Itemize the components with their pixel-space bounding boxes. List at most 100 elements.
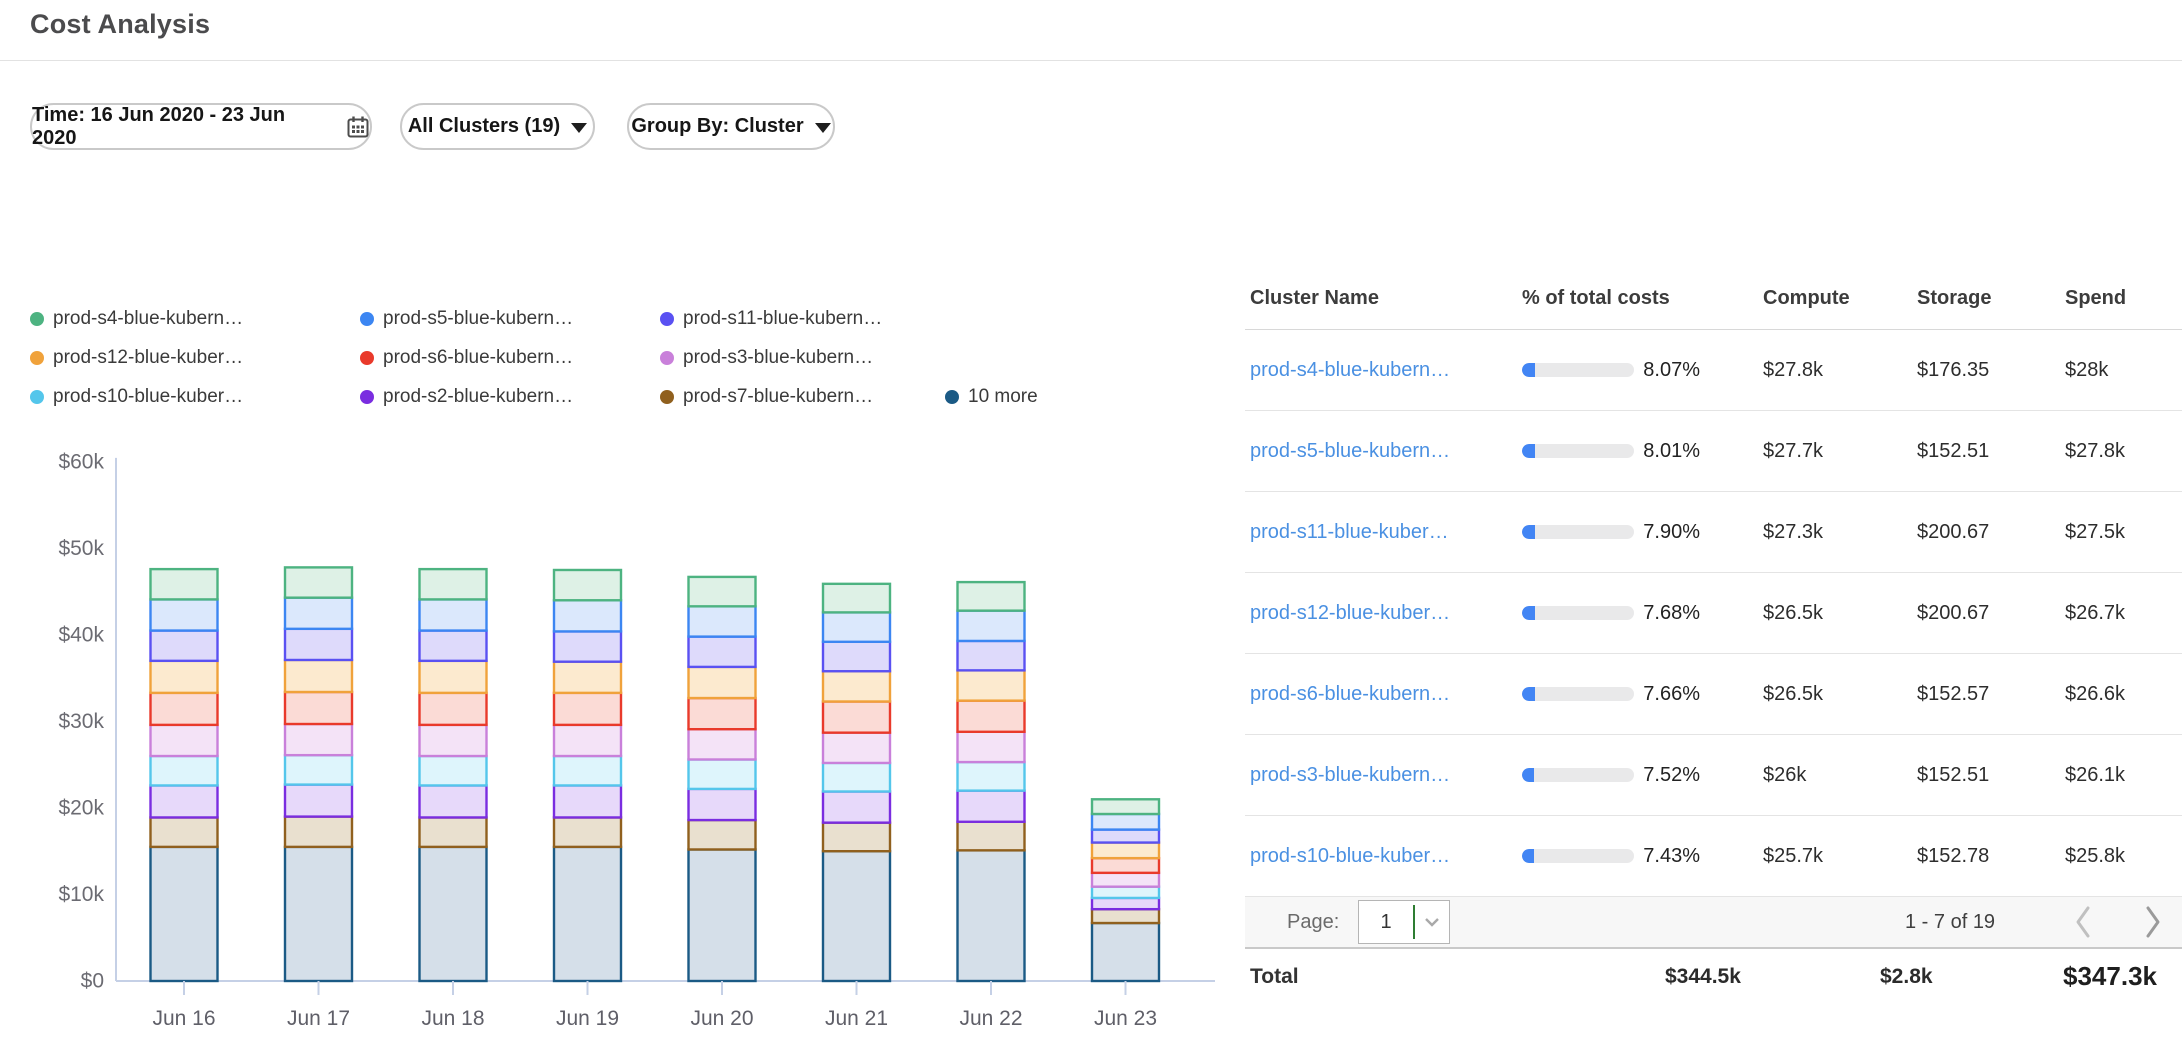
legend-item[interactable]: prod-s2-blue-kubern… [360, 386, 660, 408]
bar-segment [821, 850, 892, 983]
table-row: prod-s6-blue-kubern… 7.66% $26.5k $152.57 $2… [1245, 654, 2182, 735]
header-divider [0, 60, 2182, 61]
spend-value: $26.6k [2065, 682, 2126, 705]
clusters-filter-dropdown[interactable]: All Clusters (19) [400, 103, 595, 150]
legend-color-dot [30, 389, 44, 404]
legend-label: prod-s10-blue-kuber… [53, 385, 244, 407]
spend-value: $26.1k [2065, 763, 2126, 786]
bar-segment [1090, 871, 1161, 888]
legend-label: prod-s12-blue-kuber… [53, 346, 244, 368]
bar-segment [552, 845, 623, 983]
next-page-button[interactable] [2135, 904, 2171, 940]
total-divider [1245, 947, 2182, 949]
y-axis-tick-label: $40k [58, 623, 104, 646]
bar-segment [687, 758, 757, 791]
bar-segment [1090, 812, 1161, 831]
bar-jun-23[interactable] [1090, 798, 1161, 983]
bar-segment [552, 691, 623, 727]
table-row: prod-s5-blue-kubern… 8.01% $27.7k $152.51 $2… [1245, 411, 2182, 492]
bar-segment [956, 639, 1026, 672]
percent-progress-track [1522, 849, 1634, 863]
bar-segment [687, 818, 757, 851]
bar-jun-19[interactable] [552, 568, 623, 983]
bar-segment [687, 727, 757, 761]
bar-segment [418, 629, 488, 663]
bar-jun-17[interactable] [283, 566, 354, 983]
legend-item[interactable]: prod-s6-blue-kubern… [360, 347, 660, 369]
legend-item[interactable]: prod-s5-blue-kubern… [360, 308, 660, 330]
cluster-name-link[interactable]: prod-s10-blue-kuber… [1250, 844, 1451, 867]
bar-jun-18[interactable] [418, 567, 488, 983]
x-axis-tick-label: Jun 17 [287, 1007, 350, 1030]
table-row: prod-s10-blue-kuber… 7.43% $25.7k $152.78 $2… [1245, 816, 2182, 897]
bar-segment [149, 598, 219, 632]
storage-value: $200.67 [1917, 520, 1990, 543]
bar-segment [283, 722, 354, 757]
bar-segment [283, 845, 354, 983]
legend-label: prod-s3-blue-kubern… [683, 346, 874, 368]
bar-segment [956, 669, 1026, 702]
legend-item[interactable]: prod-s11-blue-kubern… [660, 308, 945, 330]
bar-segment [687, 575, 757, 608]
bar-segment [1090, 921, 1161, 983]
table-row: prod-s3-blue-kubern… 7.52% $26k $152.51 $26.… [1245, 735, 2182, 816]
bar-segment [821, 761, 892, 793]
page-select-cursor [1413, 905, 1415, 939]
cluster-name-link[interactable]: prod-s12-blue-kuber… [1250, 601, 1451, 624]
page-title: Cost Analysis [30, 9, 211, 39]
legend-item[interactable]: prod-s12-blue-kuber… [30, 347, 360, 369]
percent-value: 7.68% [1643, 601, 1700, 624]
group-by-dropdown[interactable]: Group By: Cluster [627, 103, 835, 150]
cluster-name-link[interactable]: prod-s4-blue-kubern… [1250, 358, 1451, 381]
pagination-range: 1 - 7 of 19 [1905, 910, 1996, 933]
previous-page-button[interactable] [2065, 904, 2101, 940]
total-row: Total $344.5k $2.8k $347.3k [1245, 949, 2182, 1007]
cluster-name-link[interactable]: prod-s11-blue-kuber… [1250, 520, 1449, 543]
legend-row: prod-s4-blue-kubern… prod-s5-blue-kubern…… [30, 299, 1210, 338]
legend-item[interactable]: prod-s3-blue-kubern… [660, 347, 945, 369]
cluster-name-link[interactable]: prod-s6-blue-kubern… [1250, 682, 1451, 705]
percent-cell: 7.68% [1515, 602, 1700, 625]
legend-color-dot [360, 389, 374, 404]
legend-item[interactable]: prod-s10-blue-kuber… [30, 386, 360, 408]
x-axis-tick-label: Jun 16 [152, 1007, 215, 1030]
bar-jun-16[interactable] [149, 567, 219, 983]
legend-item[interactable]: 10 more [945, 386, 1038, 408]
legend-label: prod-s7-blue-kubern… [683, 385, 874, 407]
y-axis-tick-label: $10k [58, 883, 104, 906]
storage-value: $152.51 [1917, 439, 1990, 462]
bar-segment [552, 784, 623, 819]
page-select[interactable]: 1 [1358, 900, 1450, 944]
bar-jun-22[interactable] [956, 580, 1026, 983]
cluster-name-link[interactable]: prod-s5-blue-kubern… [1250, 439, 1451, 462]
bar-segment [956, 789, 1026, 823]
stacked-bar-chart: $0 $10k $20k $30k $40k $50k $60k Jun 16 Jun 17 Ju… [58, 450, 1215, 1030]
bar-segment [1090, 841, 1161, 860]
column-header-cluster-name: Cluster Name [1250, 287, 1379, 309]
percent-value: 7.43% [1643, 844, 1700, 867]
legend-color-dot [360, 350, 374, 365]
bar-segment [418, 567, 488, 601]
percent-cell: 7.66% [1515, 683, 1700, 706]
bar-segment [149, 659, 219, 695]
bar-segment [418, 691, 488, 727]
bar-jun-20[interactable] [687, 575, 757, 983]
bar-segment [1090, 896, 1161, 911]
bar-segment [552, 599, 623, 633]
bar-segment [1090, 828, 1161, 844]
time-range-filter[interactable]: Time: 16 Jun 2020 - 23 Jun 2020 [30, 103, 372, 150]
total-compute-value: $344.5k [1665, 965, 1741, 988]
compute-value: $25.7k [1763, 844, 1824, 867]
total-spend-value: $347.3k [2063, 961, 2157, 991]
bar-jun-21[interactable] [821, 582, 892, 983]
legend-item[interactable]: prod-s4-blue-kubern… [30, 308, 360, 330]
cluster-name-link[interactable]: prod-s3-blue-kubern… [1250, 763, 1451, 786]
legend-item[interactable]: prod-s7-blue-kubern… [660, 386, 945, 408]
bar-segment [1090, 856, 1161, 875]
bar-segment [149, 723, 219, 758]
legend-color-dot [945, 389, 959, 404]
percent-progress-track [1522, 687, 1634, 701]
column-header-percent: % of total costs [1522, 287, 1670, 309]
bar-segment [1090, 907, 1161, 925]
bar-segment [283, 753, 354, 786]
